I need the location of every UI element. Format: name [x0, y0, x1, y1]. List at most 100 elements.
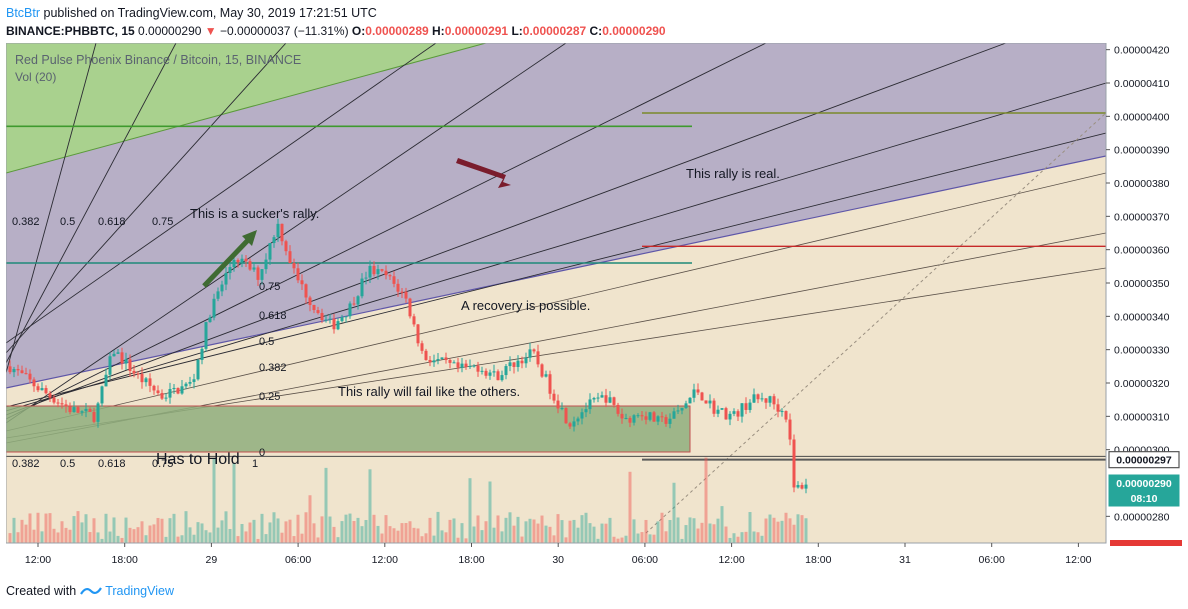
price-tick-label: 0.00000390	[1114, 145, 1170, 157]
volume-bar	[188, 527, 192, 543]
volume-bar	[592, 526, 596, 543]
candle-body	[504, 366, 508, 376]
volume-bar	[48, 513, 52, 543]
dotted-projection-line	[645, 112, 1106, 534]
volume-bar	[624, 535, 628, 543]
volume-bar	[320, 516, 324, 543]
volume-bar	[788, 518, 792, 543]
volume-bar	[324, 467, 328, 543]
down-arrow-icon: ▼	[204, 24, 217, 38]
volume-bar	[88, 532, 92, 543]
candle-body	[804, 484, 808, 489]
candle-body	[220, 284, 224, 292]
volume-bar	[456, 537, 460, 543]
candle-body	[384, 270, 388, 276]
time-axis[interactable]: 12:00 18:00 29 06:00 12:00 18:00 30 06:00 12:00 1…	[25, 543, 1092, 566]
fib-top-label: 0.75	[152, 216, 173, 228]
price-tick-label: 0.00000320	[1114, 378, 1170, 390]
candle-body	[20, 370, 24, 374]
candle-body	[416, 324, 420, 344]
candle-body	[580, 412, 584, 419]
volume-bar	[492, 527, 496, 543]
volume-bar	[764, 518, 768, 543]
fan-line	[6, 43, 177, 364]
bottom-price-tag	[1110, 540, 1182, 546]
candle-body	[800, 485, 804, 489]
fib-vertical-label: 0.618	[259, 310, 287, 322]
volume-bar	[440, 530, 444, 543]
volume-bar	[380, 533, 384, 543]
volume-bar	[424, 533, 428, 543]
candle-body	[552, 393, 556, 401]
candle-body	[724, 408, 728, 420]
candle-body	[436, 358, 440, 361]
volume-bar	[636, 533, 640, 543]
volume-bar	[296, 514, 300, 543]
candle-body	[256, 267, 260, 280]
candle-body	[620, 413, 624, 419]
candle-body	[572, 421, 576, 427]
candle-body	[604, 395, 608, 403]
volume-bar	[412, 527, 416, 543]
candle-body	[652, 412, 656, 422]
volume-bar	[448, 519, 452, 543]
volume-bar	[116, 535, 120, 543]
candle-body	[216, 291, 220, 299]
volume-bar	[688, 517, 692, 543]
fib-top-label: 0.382	[12, 216, 40, 228]
published-text: published on TradingView.com, May 30, 20…	[43, 6, 377, 20]
price-tag	[1108, 451, 1180, 469]
candle-body	[240, 258, 244, 263]
publisher-name[interactable]: BtcBtr	[6, 6, 41, 20]
volume-bar	[712, 524, 716, 543]
volume-bar	[220, 520, 224, 543]
volume-bar	[528, 518, 532, 543]
candle-body	[372, 265, 376, 275]
volume-bar	[536, 523, 540, 543]
candle-body	[336, 321, 340, 330]
tradingview-brand[interactable]: TradingView	[105, 584, 174, 598]
price-axis[interactable]: 0.00000420 0.00000410 0.00000400 0.00000390…	[1106, 45, 1180, 524]
candle-body	[592, 398, 596, 400]
volume-bar	[96, 532, 100, 543]
volume-bar	[708, 523, 712, 543]
tradingview-logo-icon	[80, 585, 103, 597]
annotation-text: Has to Hold	[156, 451, 240, 468]
volume-bar	[144, 535, 148, 543]
time-tick-label: 30	[552, 554, 564, 566]
volume-bar	[140, 521, 144, 543]
volume-bar	[664, 531, 668, 543]
annotation-text: This rally is real.	[686, 166, 780, 181]
candle-body	[748, 402, 752, 410]
candle-body	[500, 375, 504, 381]
candle-body	[168, 389, 172, 398]
time-tick-label: 06:00	[979, 554, 1005, 566]
close-label: C:	[589, 24, 603, 38]
price-chart[interactable]: 0.382 0.5 0.618 0.75 0.382 0.5 0.618 0.75 1 0.75 0…	[6, 43, 1182, 571]
volume-bar	[136, 527, 140, 543]
volume-bar	[744, 531, 748, 543]
fan-line	[6, 43, 767, 420]
volume-bar	[204, 530, 208, 543]
candle-body	[420, 343, 424, 351]
volume-bar	[500, 531, 504, 543]
candle-body	[124, 359, 128, 364]
candle-body	[40, 388, 44, 391]
volume-bar	[164, 536, 168, 543]
candle-body	[568, 423, 572, 427]
candle-body	[584, 409, 588, 413]
volume-bar	[776, 521, 780, 543]
candle-body	[644, 416, 648, 420]
candle-body	[440, 357, 444, 359]
volume-bar	[476, 515, 480, 543]
candle-body	[236, 259, 240, 263]
candle-body	[732, 411, 736, 414]
volume-bar	[328, 516, 332, 543]
volume-bar	[172, 513, 176, 543]
chart-container[interactable]: 0.382 0.5 0.618 0.75 0.382 0.5 0.618 0.75 1 0.75 0…	[6, 43, 1182, 571]
candle-body	[740, 403, 744, 417]
volume-bar	[148, 525, 152, 543]
candle-body	[448, 360, 452, 363]
volume-bar	[32, 529, 36, 543]
volume-bar	[160, 518, 164, 543]
